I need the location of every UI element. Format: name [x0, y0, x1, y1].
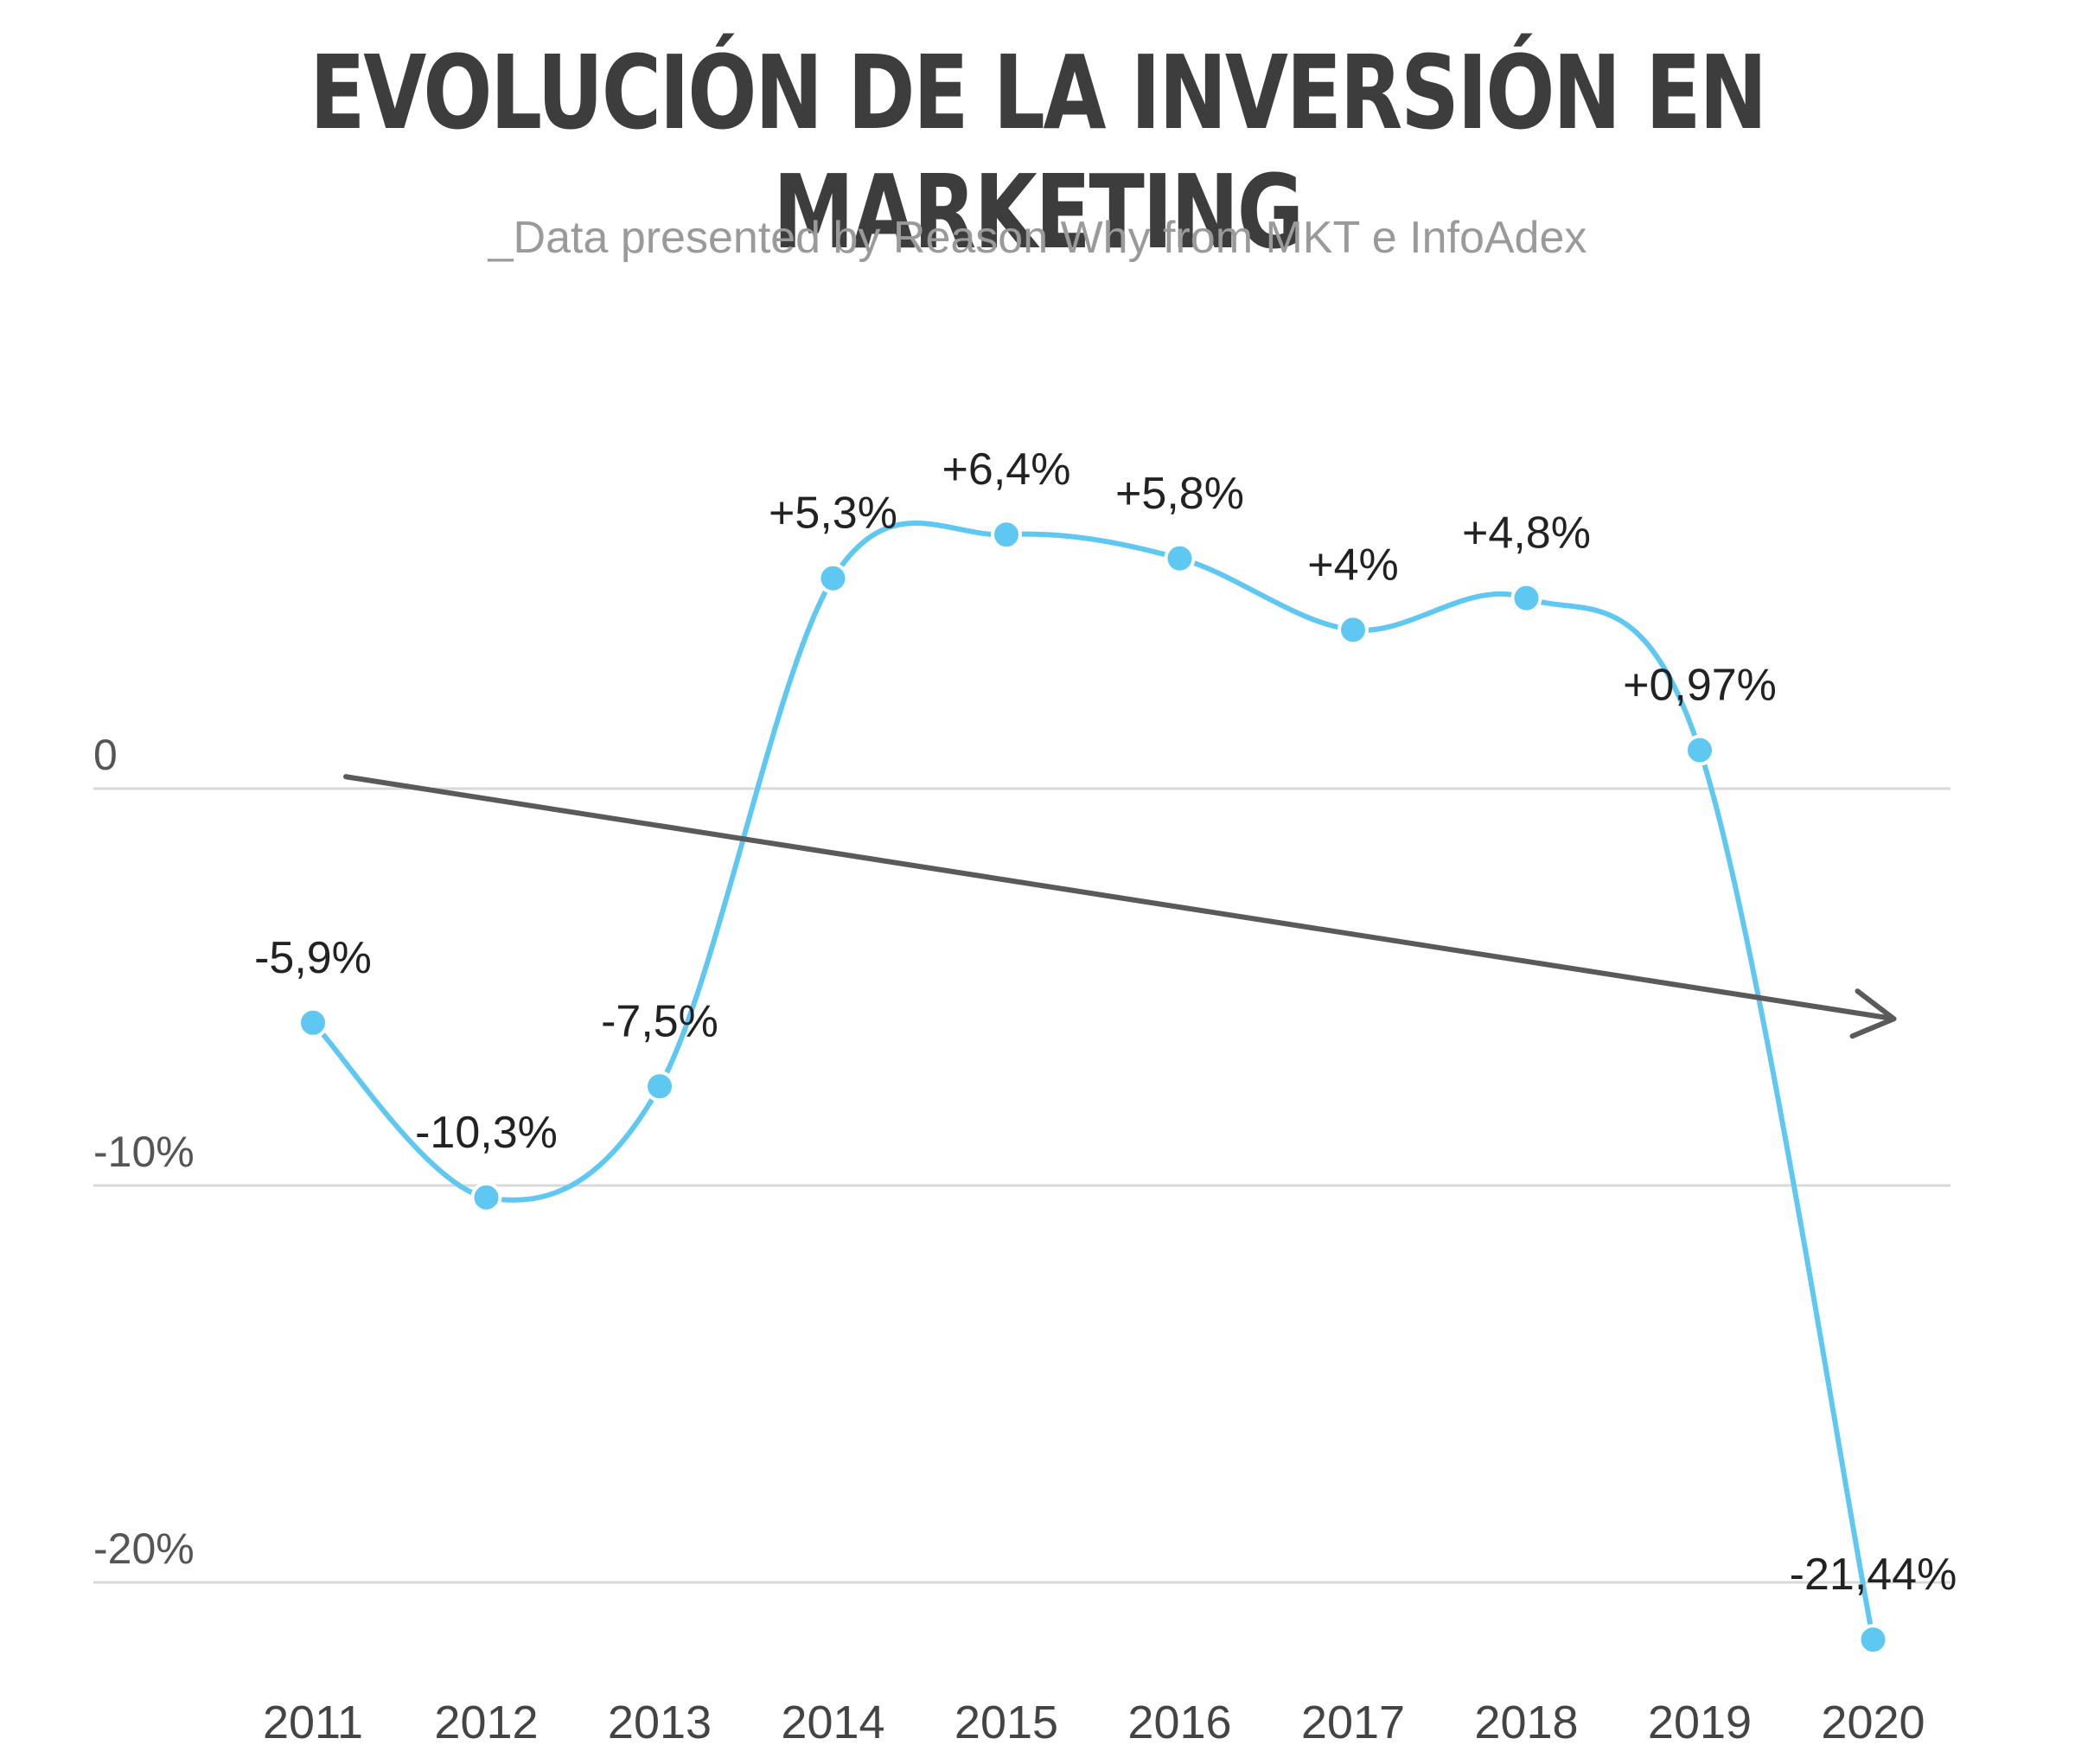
data-point: [1857, 1624, 1889, 1656]
y-tick-label: -20%: [93, 1524, 195, 1573]
data-point: [817, 562, 849, 594]
chart-subtitle: _Data presented by Reason Why from MKT e…: [488, 213, 1587, 263]
x-tick-label: 2015: [954, 1697, 1058, 1748]
x-tick-label: 2011: [263, 1697, 363, 1748]
x-tick-label: 2012: [434, 1697, 538, 1748]
data-label: +5,3%: [769, 489, 897, 539]
data-label: -7,5%: [601, 996, 718, 1046]
data-label: +0,97%: [1623, 660, 1777, 710]
data-label: +4,8%: [1462, 508, 1591, 559]
data-point: [1684, 734, 1715, 766]
data-label: -10,3%: [415, 1108, 558, 1158]
y-tick-label: -10%: [93, 1128, 195, 1176]
data-label: +6,4%: [942, 444, 1071, 495]
data-point: [1338, 614, 1369, 646]
x-tick-label: 2013: [608, 1697, 712, 1748]
x-tick-label: 2019: [1648, 1697, 1752, 1748]
data-point: [1510, 582, 1542, 614]
data-point: [297, 1007, 329, 1039]
data-point: [644, 1071, 675, 1102]
chart-title: EVOLUCIÓN DE LA INVERSIÓN EN MARKETING: [310, 33, 1767, 272]
x-tick-label: 2020: [1821, 1697, 1925, 1748]
y-tick-label: 0: [93, 731, 118, 779]
x-tick-label: 2017: [1301, 1697, 1405, 1748]
series-line: [310, 520, 1876, 1643]
x-tick-label: 2014: [781, 1697, 884, 1748]
data-label: +4%: [1307, 540, 1399, 590]
data-point: [470, 1181, 502, 1213]
data-label: -5,9%: [254, 933, 372, 983]
data-point: [991, 519, 1022, 551]
data-label: -21,44%: [1790, 1550, 1957, 1600]
trend-arrow-head: [1849, 988, 1897, 1039]
trend-arrow-line: [343, 774, 1897, 1022]
x-tick-label: 2018: [1474, 1697, 1578, 1748]
data-label: +5,8%: [1115, 469, 1244, 519]
x-tick-label: 2016: [1127, 1697, 1231, 1748]
data-point: [1164, 542, 1196, 574]
